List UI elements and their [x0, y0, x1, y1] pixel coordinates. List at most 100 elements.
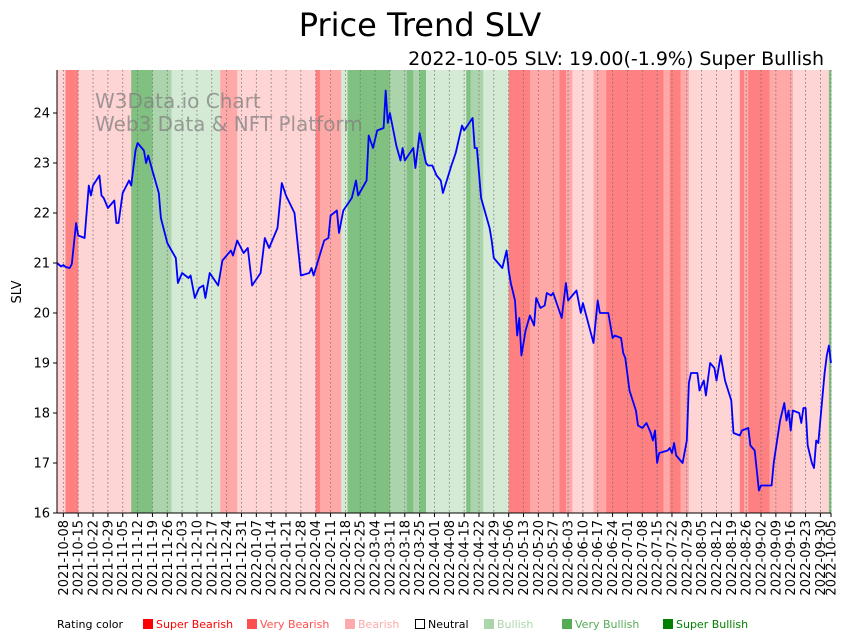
x-tick-label: 2022-04-08: [443, 520, 458, 596]
rating-band-super-bearish: [315, 70, 321, 513]
x-tick-label: 2021-10-15: [72, 520, 87, 596]
watermark-line-2: Web3 Data & NFT Platform: [95, 112, 363, 136]
rating-band-super-bearish: [508, 70, 531, 513]
rating-band-super-bullish: [131, 70, 153, 513]
x-tick-label: 2021-12-31: [235, 520, 250, 596]
legend-swatch-super-bullish: [663, 619, 673, 629]
legend-item-neutral: Neutral: [415, 617, 469, 633]
x-axis-ticks: 2021-10-08 2021-10-15 2021-10-22 2021-10-29…: [57, 513, 840, 596]
rating-bands: [57, 70, 832, 513]
x-tick-label: 2022-05-20: [532, 520, 547, 596]
x-tick-label: 2022-07-29: [680, 520, 695, 596]
legend-label: Super Bullish: [676, 618, 749, 631]
x-tick-label: 2022-07-15: [651, 520, 666, 596]
rating-band-bullish: [425, 70, 467, 513]
x-tick-label: 2022-06-03: [562, 520, 577, 596]
rating-band-very-bearish: [769, 70, 794, 513]
x-tick-label: 2022-09-16: [784, 520, 799, 596]
x-tick-label: 2022-03-18: [398, 520, 413, 596]
rating-band-very-bearish: [529, 70, 560, 513]
x-tick-label: 2022-01-21: [280, 520, 295, 596]
legend-swatch-super-bearish: [143, 619, 153, 629]
x-tick-label: 2021-12-24: [220, 520, 235, 596]
x-tick-label: 2021-10-29: [101, 520, 116, 596]
x-tick-label: 2022-02-11: [324, 520, 339, 596]
rating-band-bearish: [792, 70, 830, 513]
x-tick-label: 2022-02-18: [339, 520, 354, 596]
x-tick-label: 2022-03-11: [383, 520, 398, 596]
rating-band-very-bullish: [470, 70, 484, 513]
legend-label: Super Bearish: [156, 618, 234, 631]
legend-item-bullish: Bullish: [484, 617, 533, 633]
x-tick-label: 2022-01-14: [265, 520, 280, 596]
x-tick-label: 2022-04-15: [458, 520, 473, 596]
rating-band-bullish: [341, 70, 348, 513]
x-tick-label: 2021-11-05: [116, 520, 131, 596]
x-tick-label: 2021-12-17: [205, 520, 220, 596]
x-tick-label: 2022-06-10: [576, 520, 591, 596]
x-tick-label: 2022-05-13: [517, 520, 532, 596]
x-tick-label: 2022-04-01: [428, 520, 443, 596]
legend-item-super-bullish: Super Bullish: [663, 617, 748, 633]
y-tick-label: 18: [33, 407, 50, 422]
x-tick-label: 2022-06-24: [606, 520, 621, 596]
x-tick-label: 2022-08-26: [740, 520, 755, 596]
y-tick-label: 17: [33, 457, 50, 472]
y-tick-label: 19: [33, 357, 50, 372]
rating-band-super-bullish: [419, 70, 427, 513]
x-tick-label: 2022-01-28: [294, 520, 309, 596]
x-tick-label: 2021-10-22: [87, 520, 102, 596]
legend-item-bearish: Bearish: [345, 617, 399, 633]
rating-band-super-bullish: [828, 70, 832, 513]
legend-label: Bullish: [497, 618, 534, 631]
watermark-line-1: W3Data.io Chart: [95, 89, 261, 113]
legend-item-super-bearish: Super Bearish: [143, 617, 233, 633]
x-tick-label: 2022-08-12: [710, 520, 725, 596]
x-tick-label: 2022-09-23: [799, 520, 814, 596]
x-tick-label: 2021-11-12: [131, 520, 146, 596]
y-axis-label: SLV: [10, 280, 25, 303]
x-tick-label: 2022-04-29: [487, 520, 502, 596]
x-tick-label: 2022-09-09: [769, 520, 784, 596]
rating-band-very-bullish: [389, 70, 408, 513]
rating-band-super-bearish: [748, 70, 770, 513]
x-tick-label: 2022-05-27: [547, 520, 562, 596]
x-tick-label: 2022-08-19: [725, 520, 740, 596]
legend-label: Bearish: [358, 618, 400, 631]
rating-band-very-bearish: [593, 70, 607, 513]
rating-band-very-bearish: [220, 70, 238, 513]
rating-band-bullish: [171, 70, 221, 513]
x-tick-label: 2022-02-04: [309, 520, 324, 596]
y-tick-label: 16: [33, 507, 50, 522]
rating-band-super-bearish: [606, 70, 664, 513]
legend-label: Very Bearish: [260, 618, 330, 631]
x-tick-label: 2022-07-22: [665, 520, 680, 596]
rating-band-bullish: [483, 70, 510, 513]
x-tick-label: 2022-04-22: [472, 520, 487, 596]
x-tick-label: 2022-05-06: [502, 520, 517, 596]
legend-swatch-bearish: [345, 619, 355, 629]
rating-band-bearish: [237, 70, 317, 513]
x-tick-label: 2022-09-30: [814, 520, 829, 596]
x-tick-label: 2022-09-02: [755, 520, 770, 596]
rating-band-very-bearish: [663, 70, 671, 513]
legend-label: Neutral: [428, 618, 469, 631]
legend-swatch-very-bullish: [562, 619, 572, 629]
rating-band-super-bullish: [466, 70, 471, 513]
rating-band-very-bullish: [152, 70, 172, 513]
legend-swatch-very-bearish: [247, 619, 257, 629]
rating-band-very-bullish: [413, 70, 421, 513]
x-tick-label: 2021-12-10: [190, 520, 205, 596]
x-tick-label: 2022-08-05: [695, 520, 710, 596]
y-tick-label: 24: [33, 107, 50, 122]
x-tick-label: 2022-03-25: [413, 520, 428, 596]
x-tick-label: 2021-12-03: [176, 520, 191, 596]
chart-subtitle: 2022-10-05 SLV: 19.00(-1.9%) Super Bulli…: [408, 48, 824, 70]
x-tick-label: 2021-11-19: [146, 520, 161, 596]
legend-item-very-bearish: Very Bearish: [247, 617, 329, 633]
x-gridlines: [62, 70, 832, 513]
y-tick-label: 21: [33, 257, 50, 272]
legend-title: Rating color: [57, 618, 124, 631]
rating-band-very-bearish: [565, 70, 573, 513]
